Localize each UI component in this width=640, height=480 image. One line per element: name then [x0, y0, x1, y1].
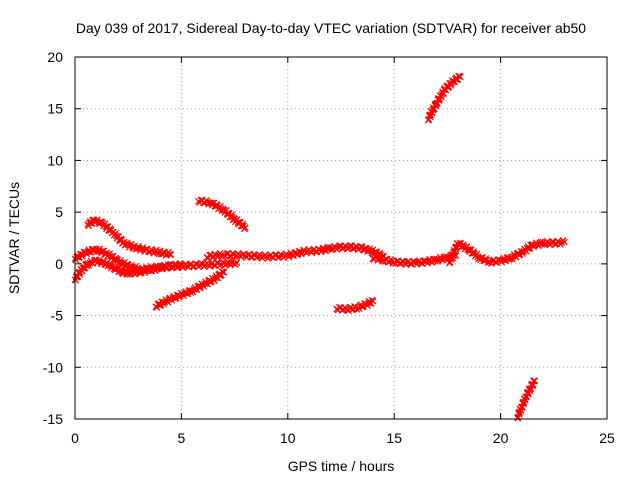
data-point — [520, 400, 528, 408]
data-point — [526, 387, 534, 395]
data-point — [219, 268, 227, 276]
series-track-9 — [369, 250, 460, 269]
x-tick-label: 0 — [71, 430, 79, 446]
series-track-4 — [118, 258, 241, 278]
series-track-8 — [333, 296, 377, 315]
x-tick-label: 20 — [493, 430, 509, 446]
data-point — [239, 220, 247, 228]
grid-lines — [75, 57, 607, 419]
y-tick-label: 10 — [47, 152, 63, 168]
data-point — [426, 113, 434, 121]
data-point — [166, 250, 174, 258]
y-tick-label: 20 — [47, 49, 63, 65]
data-point — [167, 251, 175, 258]
data-point — [561, 238, 568, 246]
series-track-5 — [152, 268, 228, 311]
axis-ticks: 0 5 10 15 20 25 -15 -10 -5 0 5 10 15 20 — [43, 49, 615, 446]
x-tick-label: 5 — [178, 430, 186, 446]
series-track-7 — [203, 242, 387, 262]
y-tick-label: 15 — [47, 101, 63, 117]
data-point — [531, 377, 539, 385]
data-point — [220, 268, 228, 276]
y-tick-label: 5 — [55, 204, 63, 220]
data-point — [456, 73, 464, 81]
series-track-1 — [84, 216, 175, 259]
data-point — [228, 211, 235, 219]
data-point — [369, 297, 377, 305]
x-tick-label: 10 — [280, 430, 296, 446]
series-track-6 — [194, 196, 249, 233]
chart-title: Day 039 of 2017, Sidereal Day-to-day VTE… — [76, 20, 586, 36]
x-axis-label: GPS time / hours — [288, 458, 395, 474]
series-track-10 — [424, 72, 464, 124]
series-track-12 — [514, 377, 539, 422]
data-point — [233, 259, 241, 267]
y-tick-label: -15 — [43, 411, 63, 427]
y-tick-label: -5 — [51, 308, 64, 324]
data-point — [241, 224, 249, 232]
data-point — [470, 248, 478, 255]
y-tick-label: 0 — [55, 256, 63, 272]
x-tick-label: 15 — [386, 430, 402, 446]
data-point — [201, 280, 209, 288]
y-tick-label: -10 — [43, 359, 63, 375]
data-point — [435, 96, 443, 104]
data-points — [71, 72, 568, 422]
series-track-11 — [446, 237, 568, 267]
x-tick-label: 25 — [599, 430, 615, 446]
y-axis-label: SDTVAR / TECUs — [6, 182, 22, 294]
plot-frame — [74, 56, 608, 420]
